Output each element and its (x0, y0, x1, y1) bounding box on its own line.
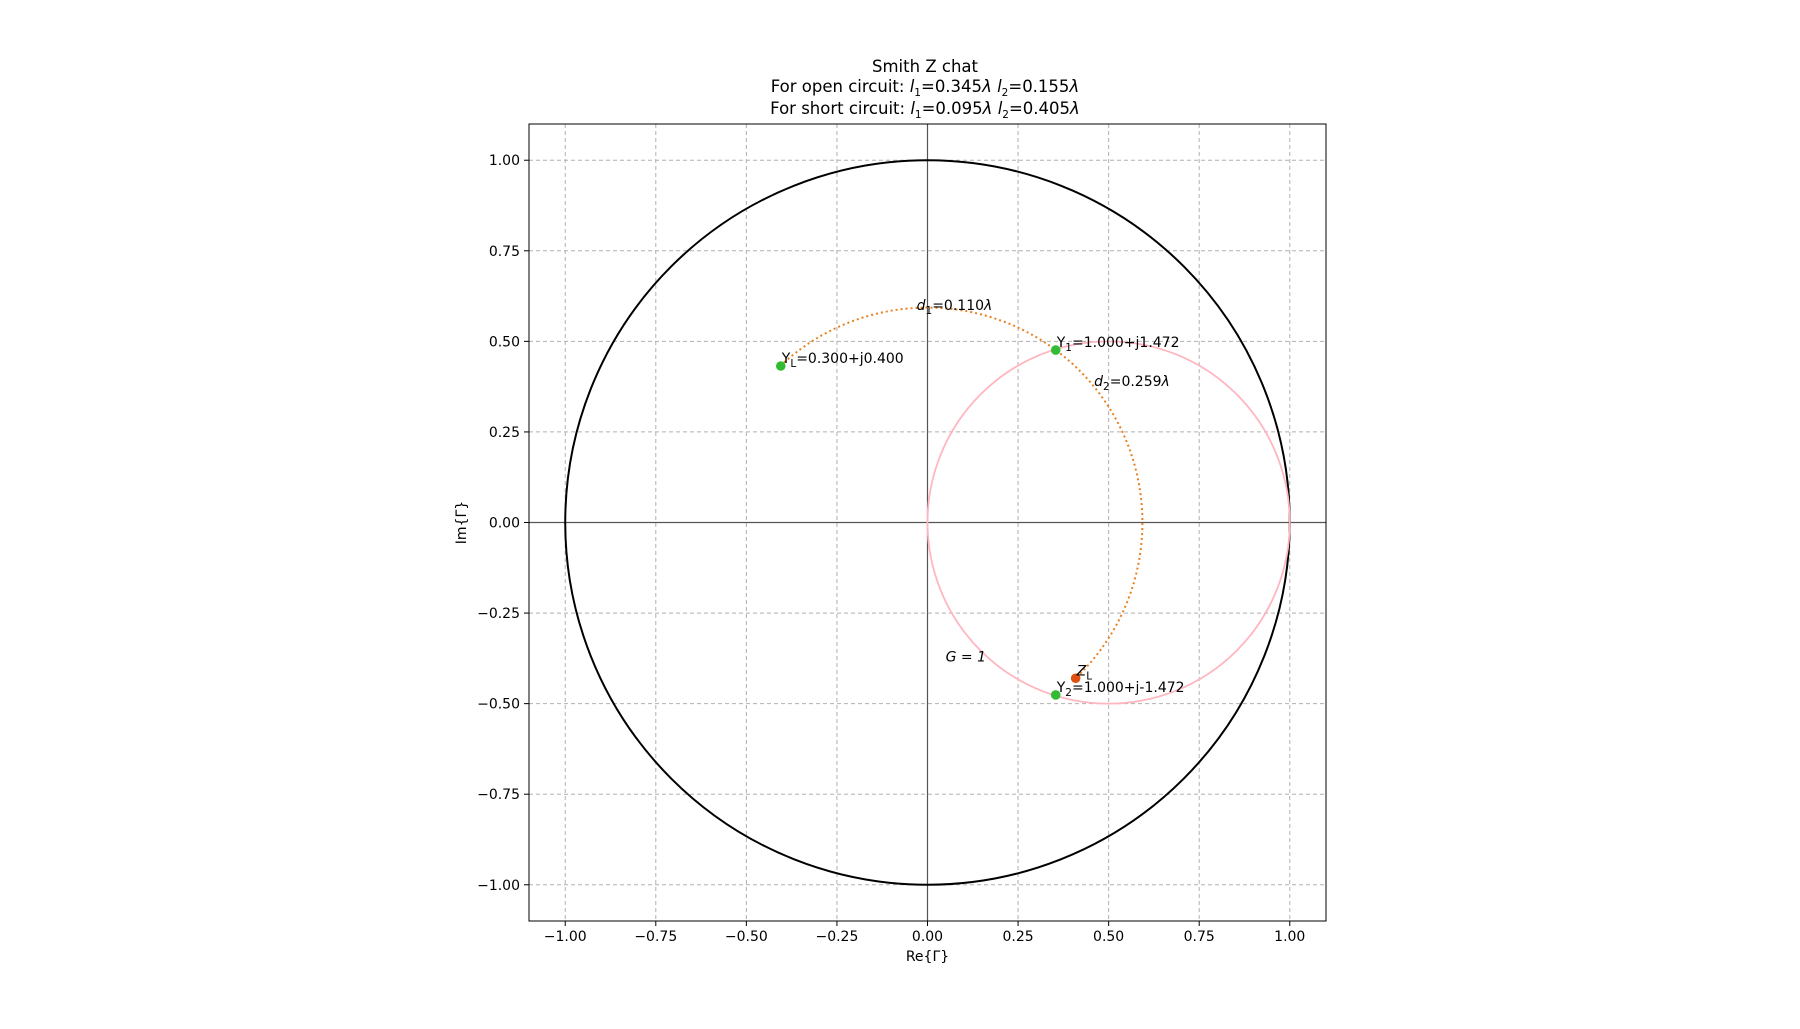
x-tick-label: −0.25 (815, 929, 858, 945)
point-label-y-l: YL=0.300+j0.400 (781, 351, 904, 370)
x-tick-label: 1.00 (1274, 929, 1305, 945)
point-y-l (775, 361, 786, 371)
y-tick-label: 0.00 (489, 516, 520, 532)
points: YL=0.300+j0.400 Y1=1.000+j1.472 Y2=1.000+j… (775, 335, 1185, 700)
x-tick-label: −0.50 (725, 929, 768, 945)
y-tick-label: −0.25 (477, 606, 520, 622)
point-y-2 (1050, 690, 1061, 700)
point-label-y-1: Y1=1.000+j1.472 (1056, 335, 1180, 354)
x-axis-label: Re{Γ} (906, 949, 949, 965)
y-tick-label: −1.00 (477, 878, 520, 894)
swr-arc (779, 306, 1144, 679)
y-tick-label: 0.25 (489, 425, 520, 441)
x-tick-label: −0.75 (634, 929, 677, 945)
y-tick-label: 0.75 (489, 244, 520, 260)
point-label-y-2: Y2=1.000+j-1.472 (1056, 680, 1185, 699)
y-tick-label: 0.50 (489, 334, 520, 350)
chart-subtitle-open: For open circuit: l1=0.345λ l2=0.155λ (771, 77, 1079, 99)
y-tick-label: −0.50 (477, 697, 520, 713)
annotations: d1=0.110λ d2=0.259λ G = 1 (917, 298, 1170, 665)
x-tick-label: 0.75 (1184, 929, 1215, 945)
curves (564, 159, 1291, 886)
y-axis-label: Im{Γ} (454, 501, 470, 544)
annotation-d1: d1=0.110λ (917, 298, 993, 317)
y-tick-label: −0.75 (477, 787, 520, 803)
x-tick-label: 0.50 (1093, 929, 1124, 945)
x-tick-label: −1.00 (544, 929, 587, 945)
chart-title: Smith Z chat (872, 57, 978, 76)
y-tick-label: 1.00 (489, 153, 520, 169)
point-y-1 (1050, 345, 1061, 355)
point-z-l (1070, 673, 1081, 684)
g-equals-one-circle (926, 340, 1291, 705)
ticks: −1.00 −0.75 −0.50 −0.25 0.00 0.25 0.50 0.75 1.00… (477, 153, 1305, 945)
annotation-d2: d2=0.259λ (1094, 374, 1170, 393)
x-tick-label: 0.00 (912, 929, 943, 945)
chart-subtitle-short: For short circuit: l1=0.095λ l2=0.405λ (770, 99, 1080, 121)
point-label-z-l: ZL (1076, 663, 1093, 682)
x-tick-label: 0.25 (1002, 929, 1033, 945)
g-circle-label: G = 1 (946, 650, 986, 666)
